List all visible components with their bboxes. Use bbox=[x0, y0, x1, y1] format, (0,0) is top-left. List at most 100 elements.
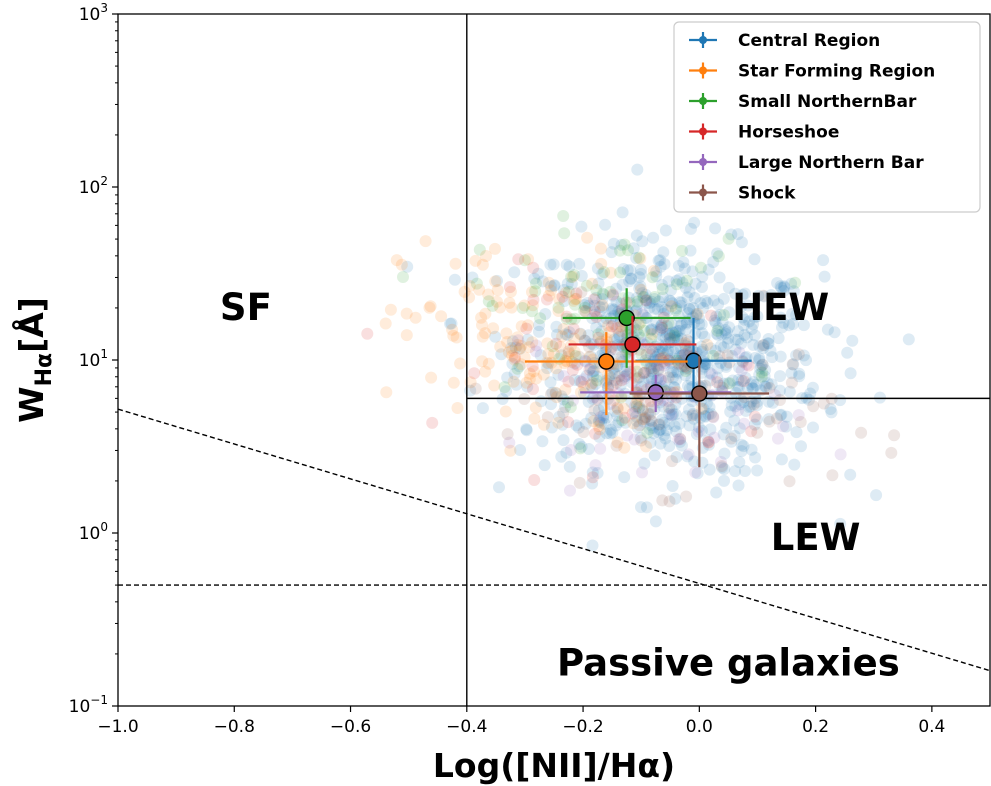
scatter-point bbox=[673, 296, 686, 309]
scatter-point bbox=[725, 228, 738, 241]
scatter-point bbox=[551, 328, 563, 341]
scatter-point bbox=[671, 330, 684, 343]
scatter-point bbox=[520, 376, 533, 389]
scatter-point bbox=[675, 332, 688, 345]
region-label: SF bbox=[220, 286, 272, 329]
scatter-point bbox=[482, 295, 495, 308]
scatter-point bbox=[634, 316, 647, 329]
scatter-point bbox=[747, 318, 760, 331]
scatter-point bbox=[640, 348, 653, 361]
scatter-point bbox=[750, 378, 763, 391]
scatter-point bbox=[688, 292, 701, 304]
scatter-point bbox=[659, 303, 672, 316]
scatter-point bbox=[564, 484, 576, 497]
scatter-point bbox=[736, 288, 749, 301]
scatter-point bbox=[611, 401, 624, 414]
scatter-point bbox=[545, 388, 557, 401]
scatter-point bbox=[656, 322, 669, 334]
scatter-point bbox=[650, 360, 663, 373]
scatter-point bbox=[671, 334, 684, 347]
scatter-point bbox=[664, 365, 677, 378]
scatter-point bbox=[723, 321, 736, 334]
scatter-point bbox=[639, 288, 652, 301]
scatter-point bbox=[533, 319, 546, 332]
scatter-point bbox=[584, 350, 597, 363]
scatter-point bbox=[762, 333, 775, 345]
scatter-point bbox=[701, 297, 714, 309]
scatter-point bbox=[710, 486, 723, 499]
scatter-point bbox=[747, 376, 760, 388]
scatter-point bbox=[735, 337, 748, 350]
scatter-point bbox=[597, 301, 610, 314]
scatter-point bbox=[553, 410, 566, 423]
scatter-point bbox=[657, 330, 670, 343]
region-labels: SF HEW LEW Passive galaxies bbox=[220, 286, 900, 684]
scatter-point bbox=[715, 456, 727, 468]
scatter-point bbox=[673, 273, 686, 286]
scatter-point bbox=[527, 383, 539, 396]
scatter-point bbox=[590, 284, 603, 296]
scatter-point bbox=[473, 283, 486, 296]
scatter-point bbox=[630, 303, 643, 316]
scatter-point bbox=[607, 289, 619, 302]
scatter-point bbox=[568, 332, 581, 345]
scatter-point bbox=[526, 360, 539, 373]
scatter-point bbox=[707, 411, 720, 424]
scatter-point bbox=[575, 376, 588, 388]
scatter-point bbox=[476, 402, 489, 415]
scatter-point bbox=[834, 394, 847, 407]
scatter-point bbox=[494, 340, 507, 353]
scatter-point bbox=[618, 372, 631, 385]
scatter-point bbox=[674, 433, 687, 446]
scatter-point bbox=[573, 350, 586, 363]
scatter-point bbox=[756, 358, 769, 371]
scatter-point bbox=[527, 365, 540, 378]
scatter-point bbox=[720, 360, 733, 373]
scatter-point bbox=[654, 437, 667, 450]
legend-marker bbox=[699, 127, 707, 136]
scatter-point bbox=[655, 373, 667, 386]
scatter-point bbox=[581, 231, 594, 244]
scatter-point bbox=[397, 271, 409, 283]
scatter-point bbox=[650, 265, 663, 278]
scatter-point bbox=[516, 302, 529, 314]
scatter-point bbox=[482, 357, 495, 370]
scatter-point bbox=[491, 274, 503, 287]
scatter-point bbox=[556, 290, 569, 303]
scatter-point bbox=[630, 410, 643, 423]
scatter-point bbox=[733, 398, 746, 411]
scatter-point bbox=[661, 347, 674, 360]
scatter-point bbox=[758, 380, 771, 393]
scatter-point bbox=[719, 324, 732, 336]
scatter-point bbox=[668, 329, 681, 342]
scatter-point bbox=[764, 344, 777, 357]
scatter-point bbox=[763, 382, 776, 394]
scatter-point bbox=[614, 379, 627, 392]
scatter-point bbox=[625, 272, 638, 285]
scatter-point bbox=[445, 317, 458, 330]
scatter-point bbox=[712, 328, 724, 341]
scatter-point bbox=[604, 427, 617, 440]
scatter-point bbox=[565, 339, 577, 352]
scatter-point bbox=[762, 337, 775, 350]
scatter-point bbox=[611, 333, 624, 346]
scatter-point bbox=[553, 352, 566, 365]
scatter-point bbox=[669, 492, 682, 505]
scatter-point bbox=[739, 404, 752, 417]
scatter-point bbox=[674, 432, 687, 445]
scatter-point bbox=[783, 319, 796, 332]
scatter-point bbox=[526, 305, 538, 318]
scatter-point bbox=[476, 319, 488, 331]
scatter-point bbox=[593, 301, 606, 313]
y-tick-label: 100 bbox=[79, 520, 108, 544]
scatter-point bbox=[631, 298, 644, 311]
scatter-point bbox=[550, 362, 563, 375]
scatter-point bbox=[774, 311, 787, 324]
scatter-point bbox=[757, 342, 770, 355]
scatter-point bbox=[674, 299, 687, 312]
scatter-point bbox=[644, 414, 657, 427]
scatter-point bbox=[787, 285, 800, 298]
scatter-point bbox=[666, 297, 679, 310]
scatter-point bbox=[566, 364, 579, 377]
scatter-point bbox=[846, 334, 859, 347]
